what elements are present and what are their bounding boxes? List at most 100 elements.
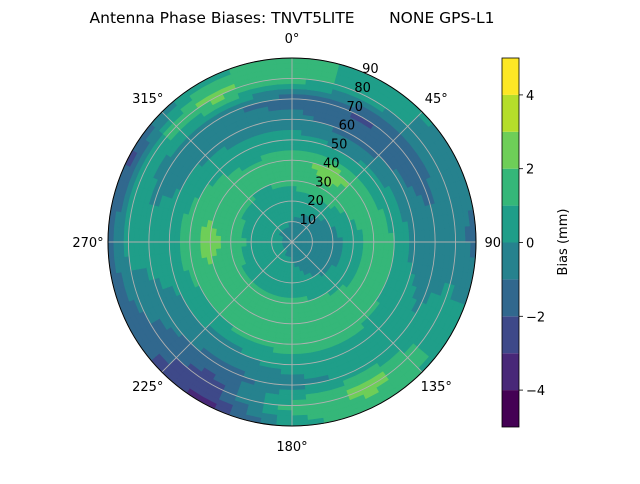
radial-tick-label: 60 bbox=[339, 119, 356, 134]
contour-cell bbox=[343, 242, 348, 247]
contour-cell bbox=[445, 228, 451, 242]
contour-cell bbox=[195, 234, 200, 242]
contour-cell bbox=[200, 242, 205, 250]
contour-cell bbox=[139, 229, 145, 242]
colorbar-band bbox=[502, 243, 519, 280]
contour-cell bbox=[333, 238, 338, 242]
contour-cell bbox=[292, 379, 304, 385]
contour-cell bbox=[280, 109, 292, 115]
colorbar-band bbox=[502, 95, 519, 132]
contour-cell bbox=[292, 339, 301, 344]
contour-cell bbox=[292, 303, 298, 308]
contour-cell bbox=[280, 104, 292, 110]
contour-cell bbox=[280, 369, 292, 375]
contour-cell bbox=[277, 68, 292, 74]
contour-cell bbox=[215, 235, 220, 242]
contour-cell bbox=[358, 242, 363, 248]
contour-cell bbox=[134, 228, 140, 242]
contour-cell bbox=[296, 292, 301, 298]
contour-cell bbox=[139, 242, 145, 255]
contour-cell bbox=[251, 242, 256, 246]
contour-cell bbox=[288, 201, 292, 206]
contour-cell bbox=[384, 234, 389, 242]
contour-cell bbox=[358, 236, 363, 242]
contour-cell bbox=[292, 323, 300, 328]
contour-cell bbox=[285, 160, 292, 165]
contour-cell bbox=[205, 234, 210, 242]
contour-cell bbox=[285, 313, 292, 318]
contour-cell bbox=[281, 359, 292, 365]
contour-cell bbox=[342, 232, 348, 237]
contour-cell bbox=[282, 130, 292, 136]
radial-tick-label: 40 bbox=[323, 156, 340, 171]
contour-cell bbox=[286, 176, 292, 181]
contour-cell bbox=[284, 155, 292, 160]
contour-cell bbox=[409, 231, 415, 242]
contour-cell bbox=[292, 395, 306, 401]
angle-tick-label: 315° bbox=[132, 92, 163, 107]
contour-cell bbox=[279, 89, 292, 95]
contour-cell bbox=[231, 237, 236, 242]
contour-cell bbox=[190, 233, 195, 242]
contour-cell bbox=[292, 150, 300, 155]
angle-tick-label: 180° bbox=[276, 440, 307, 455]
contour-cell bbox=[292, 359, 303, 365]
contour-cell bbox=[292, 354, 302, 360]
angle-tick-label: 270° bbox=[72, 236, 103, 251]
contour-cell bbox=[118, 227, 124, 242]
contour-cell bbox=[353, 236, 358, 242]
contour-cell bbox=[445, 242, 451, 256]
contour-cell bbox=[169, 231, 175, 242]
contour-cell bbox=[363, 242, 368, 249]
contour-cell bbox=[118, 242, 124, 257]
colorbar-band bbox=[502, 132, 519, 169]
contour-cell bbox=[280, 379, 292, 385]
contour-cell bbox=[409, 242, 415, 253]
contour-cell bbox=[282, 354, 292, 360]
contour-cell bbox=[200, 234, 205, 242]
contour-cell bbox=[287, 186, 292, 191]
contour-cell bbox=[256, 242, 261, 245]
contour-cell bbox=[282, 124, 292, 130]
contour-cell bbox=[292, 308, 298, 313]
contour-cell bbox=[368, 235, 373, 242]
contour-cell bbox=[292, 313, 299, 318]
contour-cell bbox=[292, 288, 296, 293]
contour-cell bbox=[292, 318, 299, 323]
contour-cell bbox=[292, 390, 305, 396]
colorbar-band bbox=[502, 169, 519, 206]
contour-cell bbox=[226, 236, 231, 242]
contour-cell bbox=[292, 176, 298, 181]
colorbar-tick-label: 4 bbox=[526, 89, 534, 104]
contour-cell bbox=[292, 119, 303, 125]
contour-cell bbox=[404, 232, 410, 242]
contour-cell bbox=[281, 119, 292, 125]
contour-cell bbox=[292, 298, 297, 303]
contour-cell bbox=[296, 287, 301, 293]
contour-cell bbox=[384, 242, 389, 250]
contour-cell bbox=[278, 395, 292, 401]
radial-tick-label: 10 bbox=[300, 213, 317, 228]
contour-cell bbox=[180, 242, 186, 252]
contour-cell bbox=[292, 104, 304, 110]
contour-cell bbox=[282, 186, 287, 192]
contour-cell bbox=[154, 242, 160, 254]
contour-cell bbox=[210, 235, 215, 242]
contour-cell bbox=[424, 230, 430, 242]
colorbar-band bbox=[502, 58, 519, 95]
radial-tick-label: 50 bbox=[331, 138, 348, 153]
radial-tick-label: 30 bbox=[315, 175, 332, 190]
contour-cell bbox=[323, 239, 328, 242]
contour-cell bbox=[292, 140, 301, 145]
contour-cell bbox=[424, 242, 430, 254]
colorbar-band bbox=[502, 316, 519, 353]
contour-cell bbox=[159, 242, 165, 254]
contour-cell bbox=[429, 242, 435, 254]
contour-cell bbox=[440, 242, 446, 255]
contour-cell bbox=[389, 233, 394, 242]
contour-cell bbox=[285, 318, 292, 323]
contour-cell bbox=[159, 230, 165, 242]
colorbar-band bbox=[502, 279, 519, 316]
radial-tick-label: 80 bbox=[354, 81, 371, 96]
